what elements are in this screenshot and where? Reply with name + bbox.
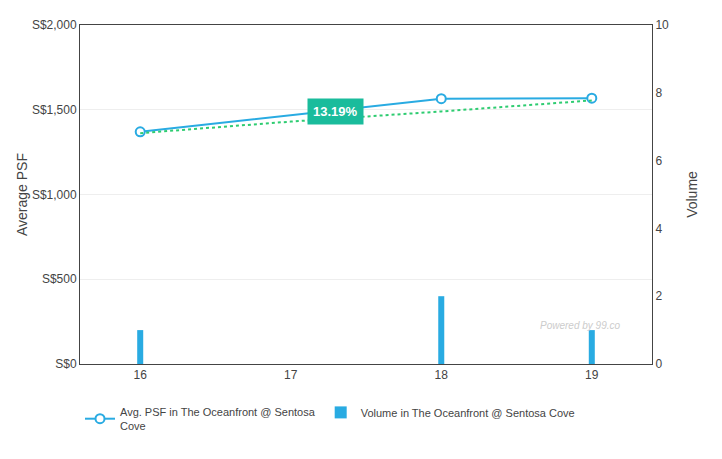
svg-text:S$2,000: S$2,000 [32, 18, 77, 32]
svg-text:17: 17 [284, 368, 298, 382]
svg-text:S$500: S$500 [42, 272, 77, 286]
svg-text:10: 10 [655, 18, 669, 32]
svg-text:18: 18 [435, 368, 449, 382]
svg-text:4: 4 [655, 222, 662, 236]
svg-text:6: 6 [655, 154, 662, 168]
svg-text:8: 8 [655, 86, 662, 100]
svg-text:S$0: S$0 [55, 357, 77, 371]
svg-text:Powered by 99.co: Powered by 99.co [540, 320, 620, 331]
svg-text:2: 2 [655, 289, 662, 303]
svg-text:Volume in The Oceanfront @ Sen: Volume in The Oceanfront @ Sentosa Cove [361, 407, 575, 419]
svg-text:13.19%: 13.19% [313, 104, 358, 119]
svg-text:0: 0 [655, 357, 662, 371]
svg-text:Volume: Volume [684, 171, 700, 218]
svg-text:16: 16 [134, 368, 148, 382]
svg-text:Avg. PSF in The Oceanfront @ S: Avg. PSF in The Oceanfront @ SentosaCove [120, 406, 316, 432]
svg-text:19: 19 [585, 368, 599, 382]
svg-text:S$1,500: S$1,500 [32, 103, 77, 117]
svg-text:Average PSF: Average PSF [14, 153, 30, 236]
svg-text:S$1,000: S$1,000 [32, 188, 77, 202]
